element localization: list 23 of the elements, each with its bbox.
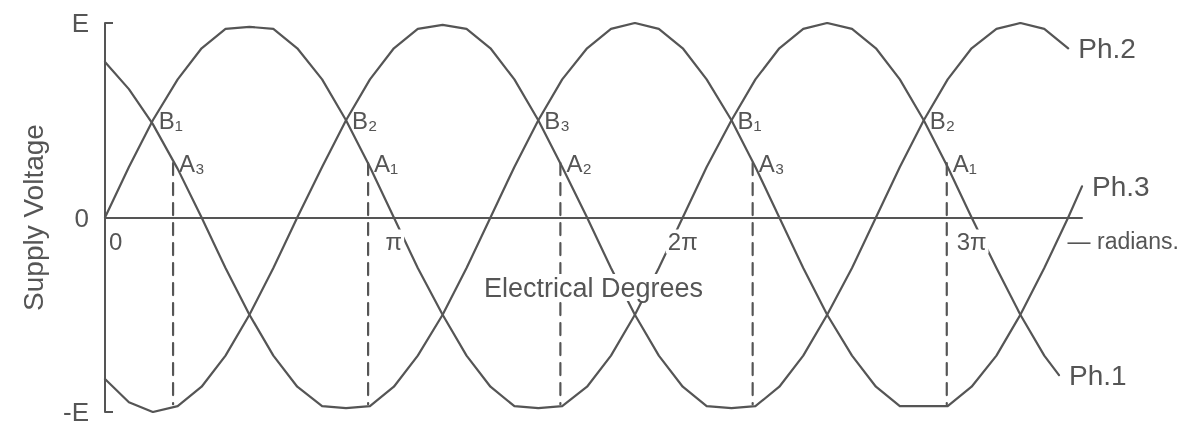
- x-tick-label: π: [385, 228, 403, 255]
- annotation: B₁: [737, 106, 762, 134]
- x-tick-label: 3π: [956, 228, 987, 255]
- annotation: A₁: [374, 149, 399, 177]
- x-tick-label: 0: [109, 228, 123, 255]
- series-label: Ph.1: [1069, 359, 1127, 391]
- text: E: [71, 8, 89, 38]
- series-label: Ph.3: [1092, 170, 1150, 202]
- annotation: B₂: [929, 106, 956, 134]
- annotation: — radians.: [1067, 228, 1179, 254]
- annotation: A₃: [758, 149, 785, 177]
- annotation: B₂: [352, 106, 378, 134]
- text: 0: [74, 202, 89, 233]
- x-axis-title: Electrical Degrees: [483, 272, 704, 303]
- annotation: B₁: [158, 106, 183, 134]
- annotation: A₂: [566, 149, 592, 177]
- annotation: B₃: [544, 106, 571, 134]
- series-label: Ph.2: [1078, 32, 1136, 64]
- annotation: A₁: [952, 149, 977, 177]
- text: -E: [63, 397, 89, 427]
- y-axis-title: Supply Voltage: [17, 124, 49, 311]
- x-tick-label: 2π: [667, 228, 698, 255]
- annotation: A₃: [179, 149, 205, 177]
